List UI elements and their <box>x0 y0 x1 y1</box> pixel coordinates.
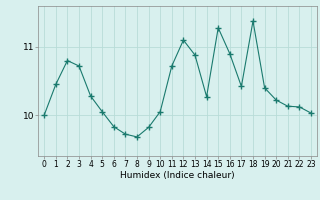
X-axis label: Humidex (Indice chaleur): Humidex (Indice chaleur) <box>120 171 235 180</box>
